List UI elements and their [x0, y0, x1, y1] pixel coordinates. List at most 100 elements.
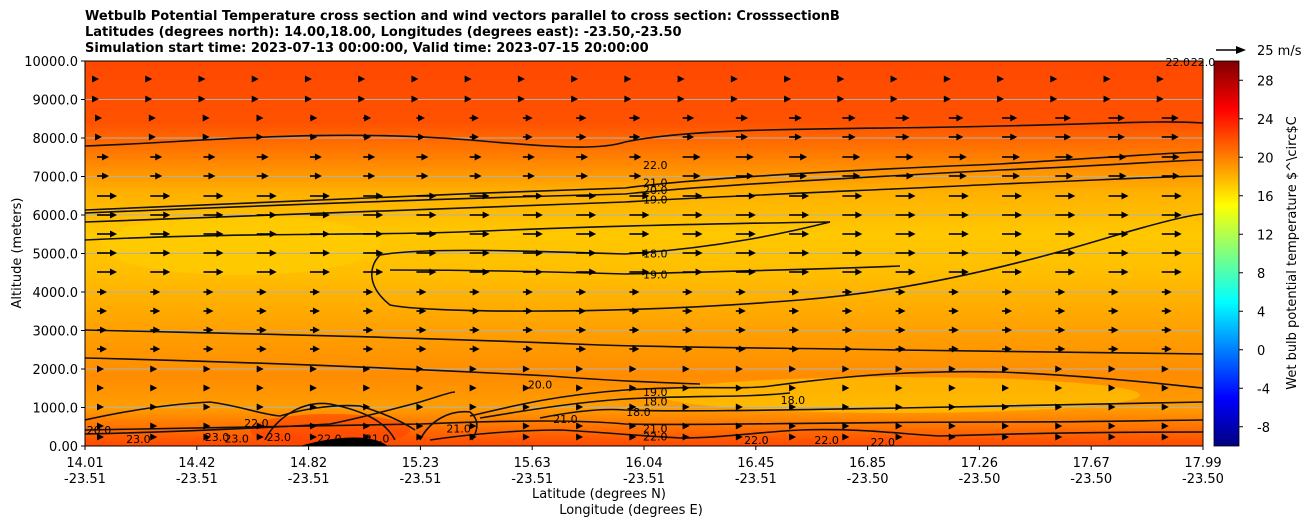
wind-vector [150, 172, 163, 180]
wind-vector [948, 365, 956, 373]
wind-vector [145, 95, 153, 103]
chart-title-line-2: Latitudes (degrees north): 14.00,18.00, … [85, 25, 682, 40]
wind-vector [1055, 307, 1066, 315]
x-tick-label-lat: 14.01 [66, 456, 103, 471]
wind-vector [895, 153, 914, 161]
wind-vector [522, 307, 533, 315]
wind-vector [469, 114, 479, 122]
wind-vector [629, 153, 642, 161]
wind-vector [416, 384, 424, 392]
contour-label: 21.0 [553, 413, 578, 426]
wind-vector [97, 192, 117, 200]
wind-vector [150, 422, 158, 430]
wind-vector [682, 230, 703, 238]
x-tick-label-lon: -23.51 [399, 472, 441, 487]
x-tick-label-lat: 14.42 [178, 456, 215, 471]
contour-label: 22.0 [317, 432, 342, 445]
x-tick-label-lon: -23.51 [64, 472, 106, 487]
wind-vector [1161, 249, 1182, 257]
colorbar-tick-label: 4 [1257, 305, 1265, 320]
contour-line [85, 151, 1203, 211]
wind-vector [682, 345, 693, 353]
wind-vector [895, 384, 903, 392]
wind-vector [469, 433, 477, 441]
wind-vector [943, 75, 951, 83]
wind-vector [203, 403, 211, 411]
wind-vector [1055, 249, 1076, 257]
wind-vector [890, 95, 898, 103]
wind-vector [203, 384, 211, 392]
wind-vector [363, 133, 372, 141]
wind-vector [1161, 172, 1180, 180]
wind-vector [309, 133, 318, 141]
wind-vector [97, 211, 117, 219]
wind-vector [411, 75, 419, 83]
wind-vector [1055, 403, 1063, 411]
wind-vector [363, 384, 371, 392]
quiver-key: 25 m/s [1216, 44, 1302, 59]
wind-vector [629, 268, 650, 276]
contour-label: 21.0 [643, 176, 668, 189]
wind-vector [522, 403, 530, 411]
wind-vector [576, 114, 587, 122]
wind-vector [789, 288, 800, 296]
wind-vector [150, 192, 171, 200]
wind-vector [1055, 230, 1076, 238]
wind-vector [522, 288, 533, 296]
x-axis: 14.01-23.5114.42-23.5114.82-23.5115.23-2… [64, 446, 1224, 487]
wind-vector [522, 384, 530, 392]
wind-vector [576, 384, 584, 392]
wind-vector [895, 172, 914, 180]
wind-vector [1108, 268, 1129, 276]
wind-vector [256, 133, 264, 141]
wind-vector [1002, 133, 1018, 141]
wind-vector [203, 326, 214, 334]
wind-vector [522, 133, 533, 141]
x-tick-label-lat: 16.85 [849, 456, 886, 471]
wind-vector [842, 433, 850, 441]
wind-vector [309, 403, 317, 411]
colorbar-tick-label: 16 [1257, 190, 1274, 205]
wind-vector [1055, 211, 1076, 219]
wind-vector [842, 326, 853, 334]
contour-line [85, 121, 1203, 148]
wind-vector [735, 211, 756, 219]
wind-vector [629, 403, 637, 411]
wind-vector [682, 403, 690, 411]
wind-vector [97, 384, 104, 392]
wind-vector [682, 384, 690, 392]
wind-vector [842, 422, 850, 430]
wind-vector [576, 433, 584, 441]
wind-vector [1161, 268, 1182, 276]
wind-vector [517, 95, 525, 103]
wind-vector [735, 230, 756, 238]
wind-vector [842, 192, 863, 200]
wind-vector [1161, 422, 1169, 430]
wind-vector [363, 230, 384, 238]
wind-vector [895, 230, 916, 238]
wind-vector [203, 288, 214, 296]
wind-vector [837, 75, 845, 83]
wind-vector [1055, 384, 1063, 392]
wind-vector [629, 288, 640, 296]
contour-label: 21.0 [365, 432, 390, 445]
wind-vector [363, 403, 371, 411]
wind-vector [895, 211, 916, 219]
wind-vector [1108, 172, 1127, 180]
wind-vector [948, 133, 964, 141]
wind-vector [842, 384, 850, 392]
wind-vector [576, 230, 597, 238]
wind-vector [309, 172, 322, 180]
wind-vector [1108, 345, 1119, 353]
wind-vector [682, 153, 701, 161]
wind-vector [416, 153, 429, 161]
y-axis-label: Altitude (meters) [10, 198, 25, 309]
y-tick-label: 5000.0 [33, 248, 79, 263]
terrain-peak [300, 437, 388, 446]
wind-vector [304, 95, 312, 103]
wind-vector [948, 433, 956, 441]
wind-vector [735, 433, 743, 441]
wind-vector [203, 153, 216, 161]
wind-vector [997, 75, 1005, 83]
wind-vector [469, 326, 480, 334]
